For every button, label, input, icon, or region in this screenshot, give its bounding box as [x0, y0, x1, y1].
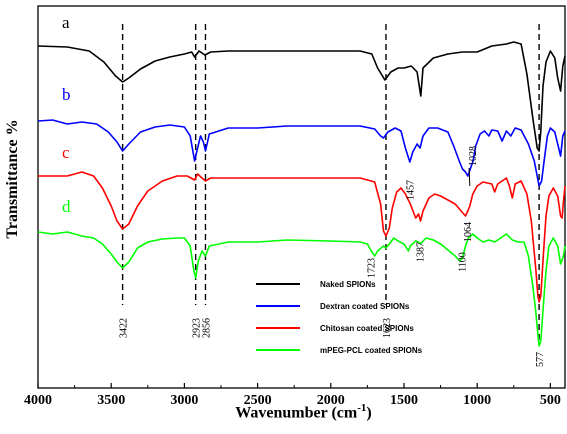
- x-tick-label-2000: 2000: [317, 393, 345, 408]
- peak-label-577: 577: [535, 352, 546, 367]
- legend-entry-d: mPEG-PCL coated SPIONs: [320, 346, 423, 355]
- annotation-1028: 1028: [468, 146, 479, 166]
- series-line-b: [37, 119, 566, 187]
- series-letter-a: a: [62, 13, 70, 32]
- peak-label-3422: 3422: [119, 318, 130, 338]
- annotation-arrow-1028: [468, 167, 471, 187]
- annotation-1064: 1064: [463, 222, 474, 242]
- annotation-1457: 1457: [405, 180, 416, 200]
- series-letter-b: b: [62, 85, 71, 104]
- x-tick-label-500: 500: [540, 393, 561, 408]
- x-axis-label: Wavenumber (cm-1): [0, 402, 567, 422]
- series-line-a: [37, 41, 566, 152]
- x-axis-label-text: Wavenumber (cm: [235, 404, 358, 422]
- x-tick-label-2500: 2500: [244, 393, 272, 408]
- peak-label-2923: 2923: [192, 318, 203, 338]
- x-tick-label-3500: 3500: [97, 393, 125, 408]
- series-line-c: [38, 171, 566, 303]
- x-tick-label-4000: 4000: [24, 393, 52, 408]
- x-axis-label-sup: -1: [357, 402, 367, 414]
- peak-label-1623: 1623: [382, 318, 393, 338]
- plot-frame: [37, 5, 566, 389]
- series-letter-d: d: [62, 197, 71, 216]
- annotation-1100: 1100: [458, 252, 469, 272]
- annotation-1723: 1723: [366, 258, 377, 278]
- annotation-1387: 1387: [416, 242, 427, 262]
- x-axis-label-close: ): [366, 404, 372, 422]
- legend-entry-c: Chitosan coated SPIONs: [320, 324, 414, 333]
- peak-label-2856: 2856: [201, 318, 212, 338]
- x-tick-label-3000: 3000: [170, 393, 198, 408]
- legend-entry-a: Naked SPIONs: [320, 280, 376, 289]
- legend-entry-b: Dextran coated SPIONs: [320, 302, 410, 311]
- series-line-d: [37, 231, 566, 347]
- y-axis-label: Transmittance %: [4, 119, 21, 239]
- x-tick-label-1500: 1500: [390, 393, 418, 408]
- series-letter-c: c: [62, 143, 70, 162]
- x-tick-label-1000: 1000: [463, 393, 491, 408]
